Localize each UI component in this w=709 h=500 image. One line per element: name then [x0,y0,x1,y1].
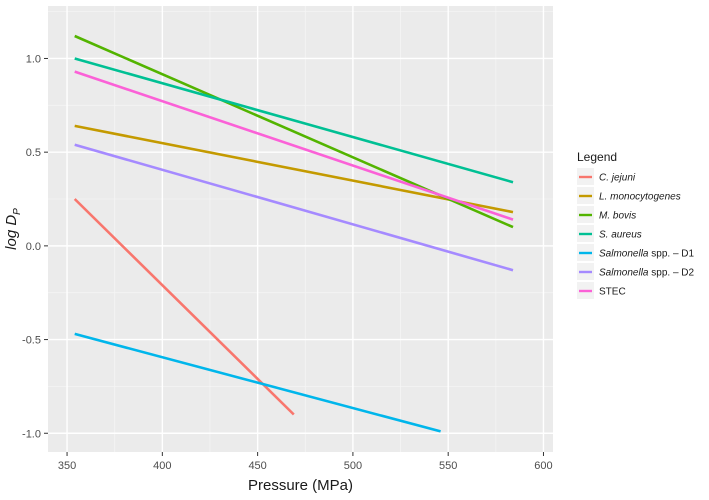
legend-label: STEC [599,287,626,298]
legend-label-italic: S. aureus [599,230,642,241]
x-axis: 350 400 450 500 550 600 [58,452,553,472]
y-tick-label: -0.5 [22,335,41,347]
legend-label: Salmonella spp. – D2 [599,268,695,279]
x-axis-title: Pressure (MPa) [248,477,353,494]
x-tick-label: 400 [153,460,171,472]
y-axis-title-subscript: P [12,208,23,215]
legend-label-italic: L. monocytogenes [599,192,681,203]
legend-label-italic: Salmonella [599,249,649,260]
series-line [74,124,514,214]
legend-label-rest: spp. – D1 [648,249,694,260]
legend-label-rest: spp. – D2 [648,268,694,279]
minor-gridlines [48,6,553,452]
series-line [74,70,514,221]
legend-label: Salmonella spp. – D1 [599,249,695,260]
legend-label-italic: Salmonella [599,268,649,279]
x-tick-label: 500 [344,460,362,472]
major-gridlines [48,6,553,452]
y-axis-title: log DP [3,208,23,250]
legend-label: M. bovis [599,211,636,222]
series-line [74,57,514,184]
legend-label: L. monocytogenes [599,192,681,203]
y-tick-label: 0.5 [26,147,41,159]
x-tick-label: 350 [58,460,76,472]
series-lines [73,34,514,433]
y-axis: -1.0 -0.5 0.0 0.5 1.0 [22,53,48,440]
x-tick-label: 600 [534,460,552,472]
legend-items: C. jejuni L. monocytogenes M. bovis S. aure… [577,168,695,299]
legend-label-italic: C. jejuni [599,173,636,184]
plot-panel [48,6,553,452]
legend: Legend C. jejuni L. monocytogenes M. bovis… [577,150,695,299]
series-line [74,143,514,272]
series-line [73,198,295,416]
legend-label: S. aureus [599,230,642,241]
y-tick-label: 0.0 [26,241,41,253]
legend-title: Legend [577,150,617,164]
y-tick-label: 1.0 [26,53,41,65]
legend-label-rest: STEC [599,287,626,298]
legend-label: C. jejuni [599,173,636,184]
y-axis-title-main: log D [3,215,20,250]
series-line [74,332,441,433]
x-tick-label: 450 [248,460,266,472]
y-tick-label: -1.0 [22,428,41,440]
x-tick-label: 550 [439,460,457,472]
legend-label-italic: M. bovis [599,211,636,222]
